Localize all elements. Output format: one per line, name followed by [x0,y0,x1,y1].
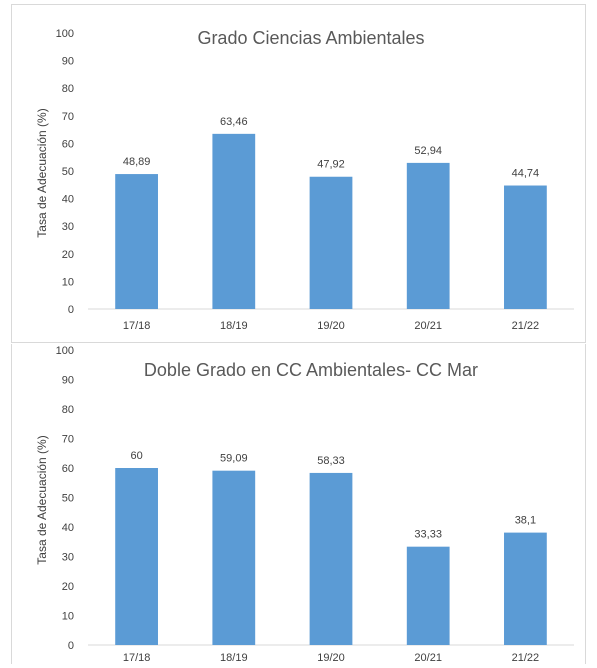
x-tick-label: 21/22 [512,320,540,332]
y-tick-label: 10 [62,276,74,288]
bar [309,176,353,309]
y-tick-label: 30 [62,221,74,233]
y-tick-label: 20 [62,249,74,261]
data-label: 60 [130,450,142,462]
chart-svg: Doble Grado en CC Ambientales- CC Mar Ta… [35,345,574,664]
x-tick-label: 17/18 [123,320,151,332]
data-labels: 48,89 63,46 47,92 52,94 44,74 [123,116,539,180]
bar [115,174,158,309]
data-label: 48,89 [123,156,151,168]
data-labels: 60 59,09 58,33 33,33 38,1 [130,450,536,541]
bar [212,470,256,645]
x-tick-label: 20/21 [414,320,442,332]
bars [115,133,547,309]
y-ticks: 0 10 20 30 40 50 60 70 80 90 100 [56,345,74,652]
y-tick-label: 30 [62,552,74,564]
y-tick-label: 100 [56,28,74,40]
y-tick-label: 90 [62,375,74,387]
x-tick-label: 19/20 [317,320,345,332]
y-tick-label: 0 [68,640,74,652]
data-label: 52,94 [414,145,442,157]
bar [406,162,450,309]
bar [212,133,256,309]
y-tick-label: 70 [62,111,74,123]
bar [115,468,158,645]
y-tick-label: 0 [68,304,74,316]
y-tick-label: 80 [62,404,74,416]
x-tick-label: 21/22 [512,652,540,664]
y-tick-label: 100 [56,345,74,357]
x-tick-label: 20/21 [414,652,442,664]
bar [504,185,547,309]
x-tick-label: 18/19 [220,320,248,332]
data-label: 63,46 [220,116,248,128]
chart-grado-ciencias-ambientales: Grado Ciencias Ambientales Tasa de Adecu… [11,4,586,343]
y-tick-label: 50 [62,493,74,505]
chart-doble-grado-cc-ambientales-cc-mar: Doble Grado en CC Ambientales- CC Mar Ta… [11,344,586,664]
x-tick-label: 19/20 [317,652,345,664]
x-tick-label: 17/18 [123,652,151,664]
y-tick-label: 60 [62,138,74,150]
y-tick-label: 10 [62,611,74,623]
chart-svg: Grado Ciencias Ambientales Tasa de Adecu… [35,28,574,332]
y-tick-label: 70 [62,434,74,446]
chart-title: Grado Ciencias Ambientales [197,28,424,48]
y-tick-label: 90 [62,56,74,68]
y-tick-label: 50 [62,166,74,178]
x-ticks: 17/18 18/19 19/20 20/21 21/22 [123,652,539,664]
data-label: 58,33 [317,455,345,467]
y-axis-label: Tasa de Adecuación (%) [35,108,49,237]
bar [406,546,450,645]
y-axis-label: Tasa de Adecuación (%) [35,435,49,564]
data-label: 38,1 [515,515,536,527]
bar [504,532,547,645]
x-ticks: 17/18 18/19 19/20 20/21 21/22 [123,320,539,332]
y-tick-label: 80 [62,83,74,95]
data-label: 44,74 [512,168,540,180]
y-ticks: 0 10 20 30 40 50 60 70 80 90 100 [56,28,74,316]
bars [115,468,547,645]
data-label: 47,92 [317,159,345,171]
x-tick-label: 18/19 [220,652,248,664]
data-label: 33,33 [414,529,442,541]
y-tick-label: 40 [62,194,74,206]
y-tick-label: 40 [62,522,74,534]
y-tick-label: 60 [62,463,74,475]
chart-title: Doble Grado en CC Ambientales- CC Mar [144,360,478,380]
y-tick-label: 20 [62,581,74,593]
data-label: 59,09 [220,453,248,465]
bar [309,472,353,645]
